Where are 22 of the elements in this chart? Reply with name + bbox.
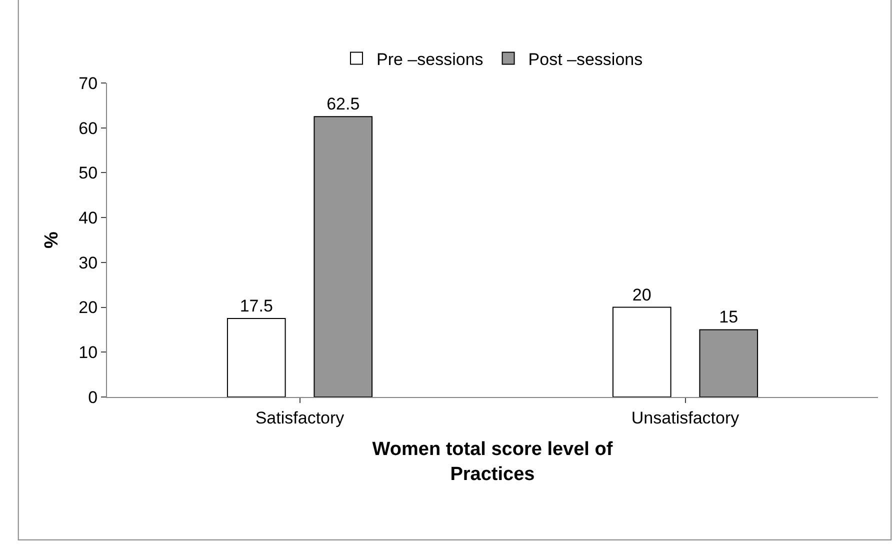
bar — [314, 116, 373, 397]
legend-label: Pre –sessions — [376, 50, 484, 69]
legend-label: Post –sessions — [528, 50, 643, 69]
y-tick-label: 10 — [78, 343, 98, 362]
data-label: 62.5 — [326, 94, 360, 114]
y-axis-title: % — [42, 231, 63, 248]
data-label: 15 — [719, 308, 738, 327]
y-tick-label: 30 — [78, 253, 98, 272]
x-axis-title: Women total score level of Practices — [372, 439, 614, 485]
data-label: 17.5 — [240, 296, 273, 316]
y-tick-label: 70 — [78, 74, 98, 93]
y-tick-label: 40 — [78, 208, 98, 228]
bar — [699, 329, 758, 397]
y-tick-label: 20 — [78, 298, 98, 318]
bar — [612, 306, 672, 397]
y-tick-label: 50 — [78, 164, 98, 183]
data-label: 20 — [632, 285, 652, 304]
bar — [226, 318, 286, 397]
y-tick-label: 60 — [78, 118, 98, 138]
x-tick-label: Unsatisfactory — [631, 408, 740, 428]
x-tick-label: Satisfactory — [255, 408, 345, 428]
y-tick-label: 0 — [88, 388, 98, 407]
